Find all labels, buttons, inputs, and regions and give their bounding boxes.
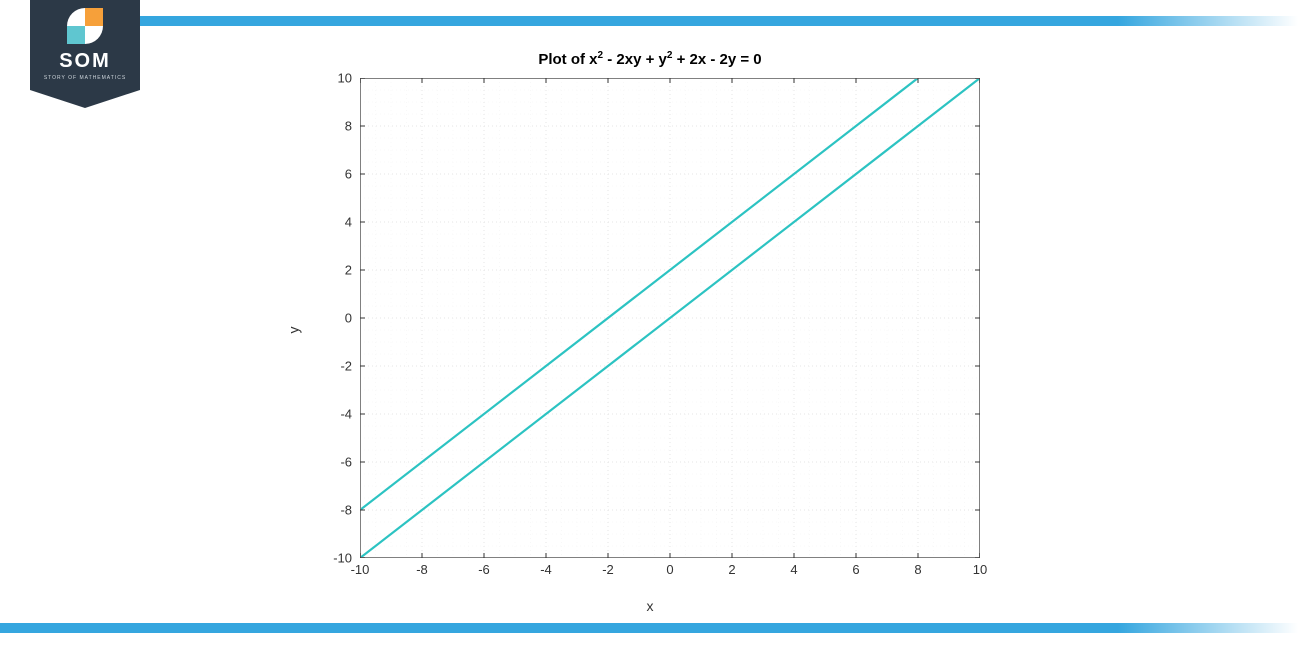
x-tick-label: -8 [416,562,428,577]
logo-inner: SOM STORY OF MATHEMATICS [30,8,140,81]
x-axis-label: x [300,598,1000,614]
x-tick-label: 2 [728,562,735,577]
x-tick-label: 8 [914,562,921,577]
x-tick-label: 6 [852,562,859,577]
y-tick-label: -8 [312,503,352,518]
y-tick-label: -4 [312,407,352,422]
y-tick-label: 2 [312,263,352,278]
y-tick-label: 8 [312,119,352,134]
bottom-bar-solid [0,623,1118,633]
x-tick-label: -6 [478,562,490,577]
top-bar-fade [1118,16,1298,26]
chart-title: Plot of x2 - 2xy + y2 + 2x - 2y = 0 [300,50,1000,68]
y-axis-label: y [286,327,302,334]
logo-tail [30,90,140,108]
x-tick-label: -4 [540,562,552,577]
y-tick-label: -6 [312,455,352,470]
logo-tagline: STORY OF MATHEMATICS [30,75,140,81]
y-tick-label: -10 [312,551,352,566]
logo-badge: SOM STORY OF MATHEMATICS [30,0,140,110]
y-tick-label: -2 [312,359,352,374]
y-tick-label: 10 [312,71,352,86]
top-accent-bar [0,16,1298,26]
x-tick-label: -2 [602,562,614,577]
y-tick-label: 0 [312,311,352,326]
x-tick-label: -10 [351,562,370,577]
top-bar-solid [120,16,1118,26]
logo-icon [67,8,103,44]
y-tick-label: 4 [312,215,352,230]
plot-area [360,78,980,558]
x-tick-label: 0 [666,562,673,577]
bottom-accent-bar [0,623,1298,633]
y-tick-label: 6 [312,167,352,182]
logo-text: SOM [30,50,140,73]
x-tick-label: 4 [790,562,797,577]
x-tick-label: 10 [973,562,987,577]
chart-container: Plot of x2 - 2xy + y2 + 2x - 2y = 0 y -1… [300,50,1000,610]
bottom-bar-fade [1118,623,1298,633]
